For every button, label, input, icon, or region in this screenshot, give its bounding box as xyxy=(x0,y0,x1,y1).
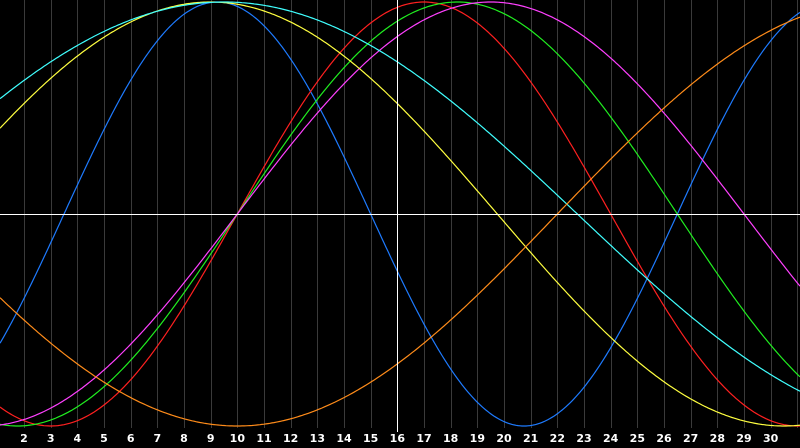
series-line-2 xyxy=(0,1,800,427)
x-tick-label-10: 10 xyxy=(230,432,246,445)
series-line-3 xyxy=(0,1,800,427)
x-tick-label-13: 13 xyxy=(310,432,325,445)
x-tick-label-23: 23 xyxy=(576,432,591,445)
x-tick-label-26: 26 xyxy=(656,432,672,445)
series-line-6 xyxy=(0,1,800,392)
x-tick-label-11: 11 xyxy=(256,432,271,445)
series-layer xyxy=(0,1,800,427)
x-tick-label-25: 25 xyxy=(630,432,645,445)
x-tick-label-19: 19 xyxy=(470,432,485,445)
series-line-4 xyxy=(0,1,800,426)
x-tick-label-4: 4 xyxy=(74,432,82,445)
x-tick-label-24: 24 xyxy=(603,432,619,445)
x-tick-label-15: 15 xyxy=(363,432,378,445)
x-tick-label-12: 12 xyxy=(283,432,298,445)
x-tick-label-16: 16 xyxy=(390,432,406,445)
x-tick-labels: 2 3 4 5 6 7 8 9 10 11 12 13 14 15 16 17 18 19 20 21 22 23 24 25… xyxy=(20,432,778,445)
series-line-1 xyxy=(0,1,800,427)
x-tick-label-20: 20 xyxy=(496,432,512,445)
x-tick-label-3: 3 xyxy=(47,432,55,445)
x-tick-label-18: 18 xyxy=(443,432,458,445)
x-tick-label-28: 28 xyxy=(710,432,725,445)
x-tick-label-29: 29 xyxy=(736,432,751,445)
x-tick-label-21: 21 xyxy=(523,432,538,445)
x-tick-label-9: 9 xyxy=(207,432,215,445)
x-tick-label-30: 30 xyxy=(763,432,779,445)
x-tick-label-2: 2 xyxy=(20,432,28,445)
x-tick-label-14: 14 xyxy=(336,432,352,445)
x-tick-label-22: 22 xyxy=(550,432,565,445)
series-line-7 xyxy=(0,16,800,427)
x-tick-label-17: 17 xyxy=(416,432,431,445)
crosshair-layer xyxy=(0,0,800,432)
series-line-5 xyxy=(0,1,800,427)
x-tick-label-27: 27 xyxy=(683,432,698,445)
x-tick-label-5: 5 xyxy=(100,432,108,445)
x-tick-label-8: 8 xyxy=(180,432,188,445)
x-tick-label-7: 7 xyxy=(154,432,162,445)
x-tick-label-6: 6 xyxy=(127,432,135,445)
